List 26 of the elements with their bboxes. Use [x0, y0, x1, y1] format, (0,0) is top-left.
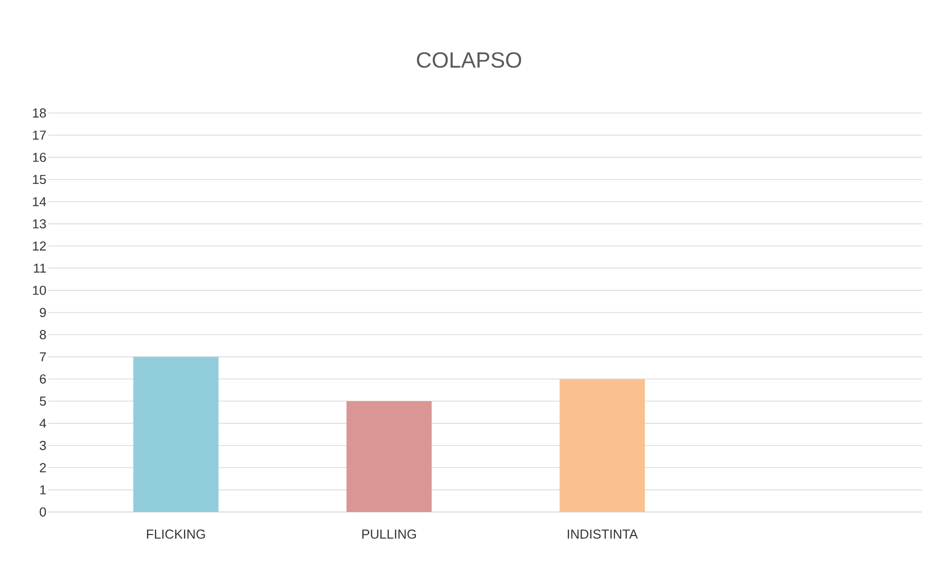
x-tick-label: FLICKING [147, 530, 205, 539]
y-tick-label: 8 [40, 330, 46, 340]
y-tick-label: 9 [40, 308, 46, 318]
bar [133, 356, 219, 512]
y-tick-label: 16 [33, 152, 46, 162]
y-tick-label: 13 [33, 219, 46, 228]
bar [346, 401, 432, 512]
y-tick-label: 17 [33, 130, 46, 140]
y-tick-label: 10 [33, 286, 46, 295]
y-tick-label: 3 [40, 440, 46, 450]
bar [560, 378, 645, 512]
y-tick-label: 7 [40, 352, 46, 362]
y-tick-label: 5 [40, 396, 46, 406]
y-tick-label: 2 [40, 463, 46, 472]
y-tick-label: 11 [34, 264, 46, 273]
x-tick-label: PULLING [362, 530, 416, 539]
y-tick-label: 15 [33, 174, 46, 184]
x-tick-label: INDISTINTA [568, 530, 638, 539]
y-tick-label: 12 [33, 241, 46, 251]
y-tick-label: 0 [40, 507, 46, 517]
y-tick-label: 4 [40, 418, 46, 428]
y-tick-label: 18 [33, 108, 46, 118]
y-tick-label: 6 [40, 374, 46, 384]
y-tick-label: 14 [33, 197, 46, 206]
chart-title: COLAPSO [416, 52, 522, 68]
y-tick-label: 1 [40, 485, 46, 494]
